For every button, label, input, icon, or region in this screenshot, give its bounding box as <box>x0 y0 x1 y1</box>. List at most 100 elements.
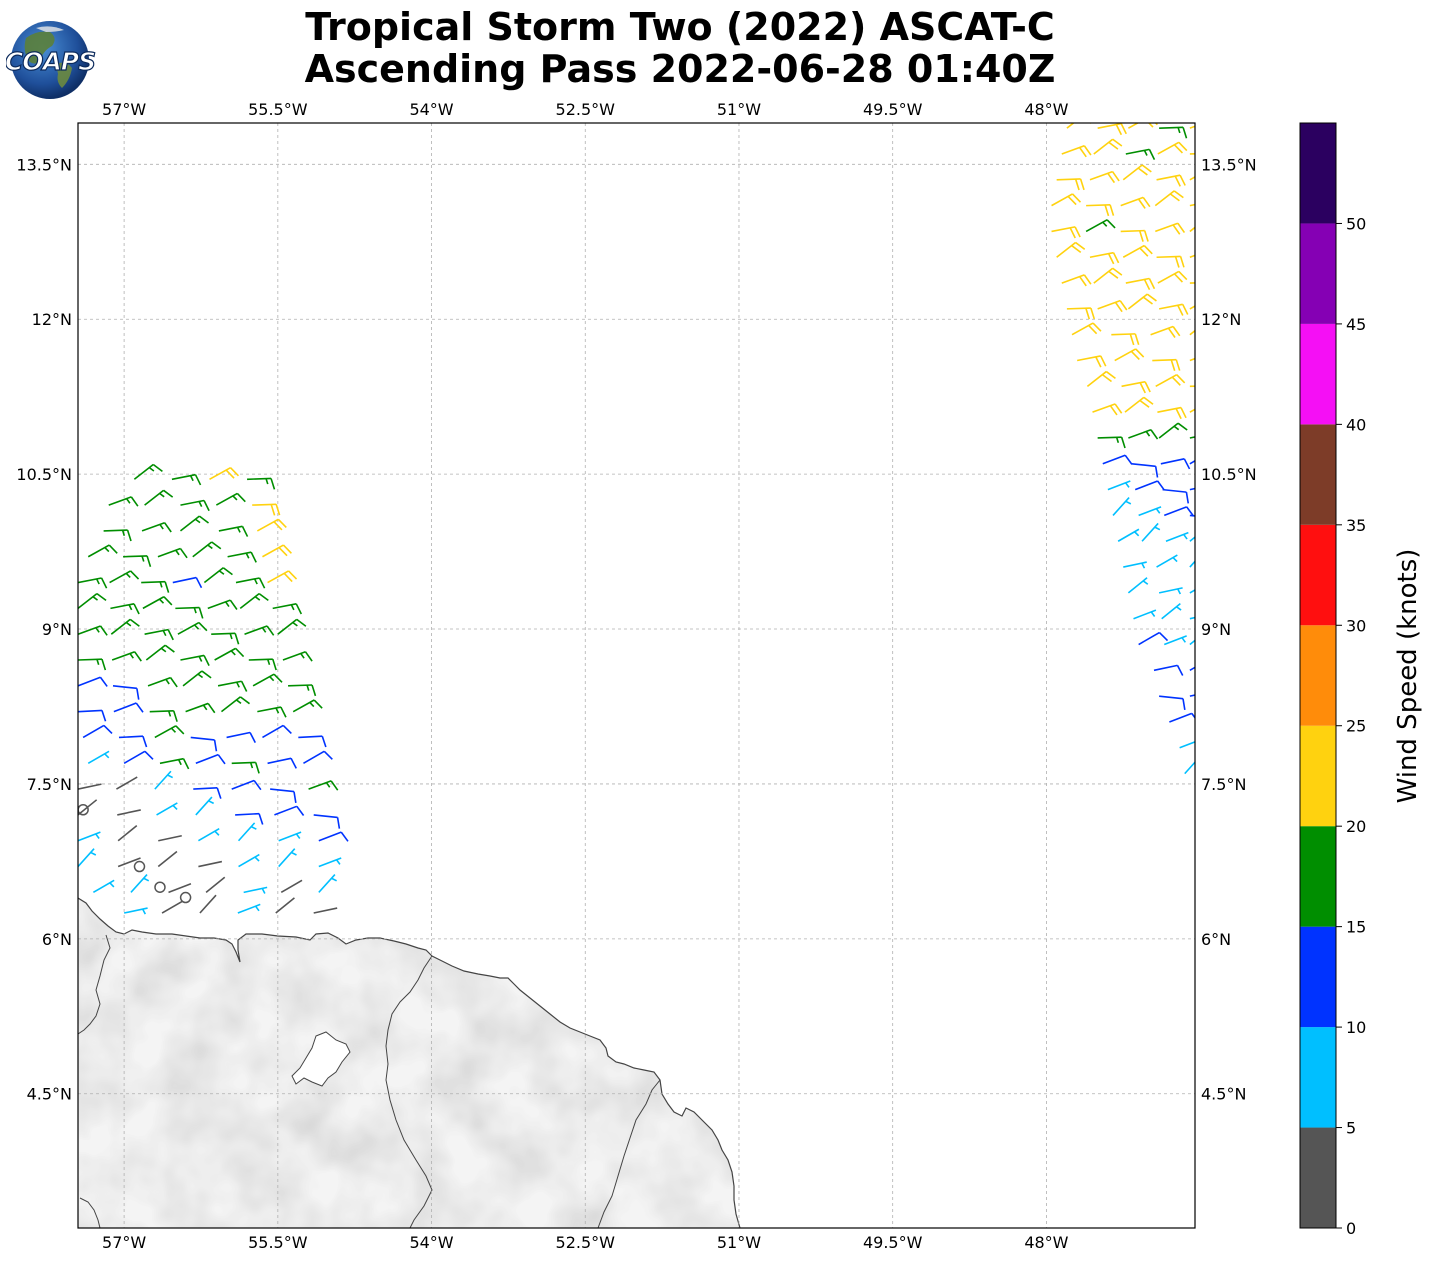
wind-barb <box>1189 385 1195 388</box>
wind-barb <box>193 787 222 799</box>
wind-barb <box>1189 282 1195 284</box>
colorbar: 0 5 10 15 20 25 30 35 40 45 50 <box>1299 122 1366 1238</box>
lon-tick-label-top: 51°W <box>717 100 761 119</box>
wind-barb <box>1085 219 1116 233</box>
colorbar-tick-label: 0 <box>1346 1219 1356 1238</box>
wind-barb <box>1189 459 1195 465</box>
wind-barb <box>1097 299 1128 313</box>
colorbar-segment <box>1300 926 1336 1028</box>
lat-tick-label-right: 13.5°N <box>1201 155 1257 174</box>
wind-barb <box>1133 609 1157 620</box>
wind-barb <box>282 651 313 662</box>
wind-barb <box>1189 666 1195 672</box>
wind-barb <box>1189 357 1195 362</box>
wind-barb <box>1120 196 1151 209</box>
wind-barb <box>244 625 275 636</box>
wind-barb <box>252 673 283 687</box>
wind-barb <box>112 685 140 700</box>
wind-barb <box>1097 436 1126 449</box>
wind-barb <box>1056 241 1086 258</box>
wind-barb <box>1189 514 1195 517</box>
wind-barb <box>1111 333 1140 346</box>
wind-barb <box>252 503 281 516</box>
wind-barb <box>262 724 292 739</box>
calm-wind-marker <box>133 860 146 873</box>
wind-barb <box>313 907 338 914</box>
colorbar-segment <box>1300 1027 1336 1128</box>
wind-barb <box>1157 406 1187 420</box>
wind-barb <box>1189 153 1195 155</box>
wind-barb <box>103 529 132 542</box>
colorbar-tick-label: 40 <box>1346 415 1366 434</box>
wind-barb <box>1160 458 1191 470</box>
wind-barb <box>1163 506 1195 517</box>
colorbar-tick-label: 10 <box>1346 1018 1366 1037</box>
wind-barb <box>1112 497 1132 516</box>
colorbar-segment <box>1300 1127 1336 1228</box>
wind-barb <box>156 802 178 816</box>
wind-barb <box>78 676 108 687</box>
wind-barb <box>243 886 268 894</box>
wind-barb <box>154 725 185 739</box>
wind-barb <box>1152 358 1181 371</box>
wind-barb <box>298 735 327 748</box>
coastline <box>78 897 741 1228</box>
river-outline <box>79 1197 101 1228</box>
wind-barb <box>257 706 287 718</box>
wind-barb <box>318 831 349 842</box>
wind-barb <box>231 779 262 791</box>
colorbar-segment <box>1300 625 1336 726</box>
wind-barb <box>199 894 217 914</box>
colorbar-tick-label: 50 <box>1346 214 1366 233</box>
lat-tick-label-left: 12°N <box>32 310 72 329</box>
border-guyana-suriname <box>78 934 111 1035</box>
wind-barb <box>1189 226 1195 233</box>
lon-tick-label-top: 52.5°W <box>556 100 616 119</box>
lon-tick-label-bottom: 51°W <box>717 1233 761 1252</box>
wind-barb <box>231 761 260 774</box>
wind-barb <box>195 753 226 765</box>
lat-tick-label-left: 7.5°N <box>27 775 72 794</box>
wind-barb <box>144 628 174 641</box>
wind-barb <box>1056 178 1085 191</box>
lon-tick-label-bottom: 55.5°W <box>248 1233 308 1252</box>
wind-barb <box>1189 639 1195 646</box>
wind-barb <box>1150 325 1181 338</box>
wind-barb <box>1071 322 1102 336</box>
wind-barb <box>262 544 292 558</box>
wind-barb <box>1131 462 1159 478</box>
wind-barb <box>248 658 277 671</box>
wind-barb <box>141 580 170 593</box>
wind-barb <box>171 473 202 486</box>
wind-barb <box>1120 229 1149 242</box>
map-frame <box>77 122 1196 1229</box>
wind-barb <box>198 860 223 868</box>
wind-barb <box>1189 560 1195 568</box>
wind-barb <box>1159 695 1186 711</box>
wind-barb <box>147 676 178 688</box>
colorbar-tick-label: 30 <box>1346 616 1366 635</box>
chart-title-line-1: Tropical Storm Two (2022) ASCAT-C <box>305 5 1055 49</box>
wind-barb <box>1128 429 1159 440</box>
wind-barb <box>1157 270 1188 284</box>
wind-barb <box>239 592 269 610</box>
wind-barb <box>292 699 323 713</box>
wind-barb <box>303 750 333 764</box>
wind-barb <box>78 625 108 636</box>
lon-tick-label-bottom: 52.5°W <box>556 1233 616 1252</box>
lon-tick-label-top: 49.5°W <box>863 100 923 119</box>
wind-barb <box>1102 454 1133 465</box>
wind-barb <box>1066 307 1096 320</box>
wind-barb <box>1051 226 1081 239</box>
wind-barb <box>123 555 152 568</box>
lat-tick-label-right: 4.5°N <box>1201 1085 1246 1104</box>
lon-tick-label-top: 57°W <box>102 100 146 119</box>
wind-barb <box>111 651 142 662</box>
wind-barb <box>1189 616 1195 620</box>
wind-barb <box>1127 577 1149 594</box>
wind-barb <box>161 900 184 914</box>
logo-text: COAPS <box>6 47 95 76</box>
lon-tick-label-bottom: 57°W <box>102 1233 146 1252</box>
wind-barb <box>1123 561 1147 569</box>
wind-barb <box>238 853 260 868</box>
